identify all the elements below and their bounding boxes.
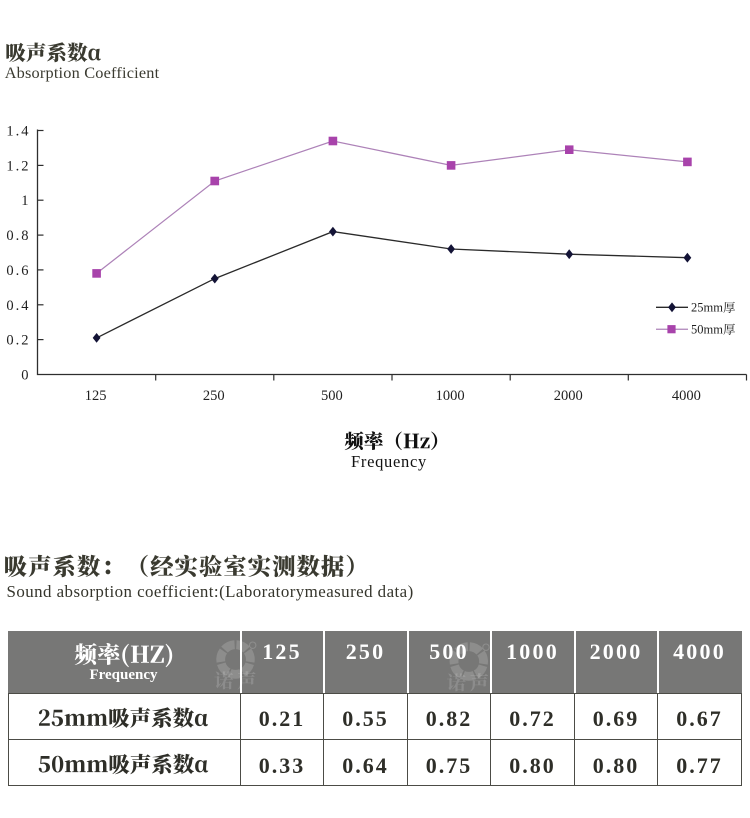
svg-text:0.8: 0.8 xyxy=(6,228,30,244)
svg-text:25mm: 25mm xyxy=(691,301,723,315)
svg-text:2000: 2000 xyxy=(554,388,583,404)
svg-text:50mm: 50mm xyxy=(691,322,723,336)
svg-text:1.2: 1.2 xyxy=(6,158,30,174)
svg-text:1: 1 xyxy=(21,193,30,209)
svg-text:1000: 1000 xyxy=(436,388,465,404)
svg-text:125: 125 xyxy=(85,388,107,404)
svg-text:4000: 4000 xyxy=(672,388,701,404)
svg-text:250: 250 xyxy=(203,388,225,404)
svg-text:0.4: 0.4 xyxy=(6,298,30,314)
svg-text:0.2: 0.2 xyxy=(6,333,30,349)
svg-text:0: 0 xyxy=(21,368,30,384)
svg-text:500: 500 xyxy=(321,388,343,404)
svg-text:0.6: 0.6 xyxy=(6,263,30,279)
svg-text:1.4: 1.4 xyxy=(6,124,30,140)
